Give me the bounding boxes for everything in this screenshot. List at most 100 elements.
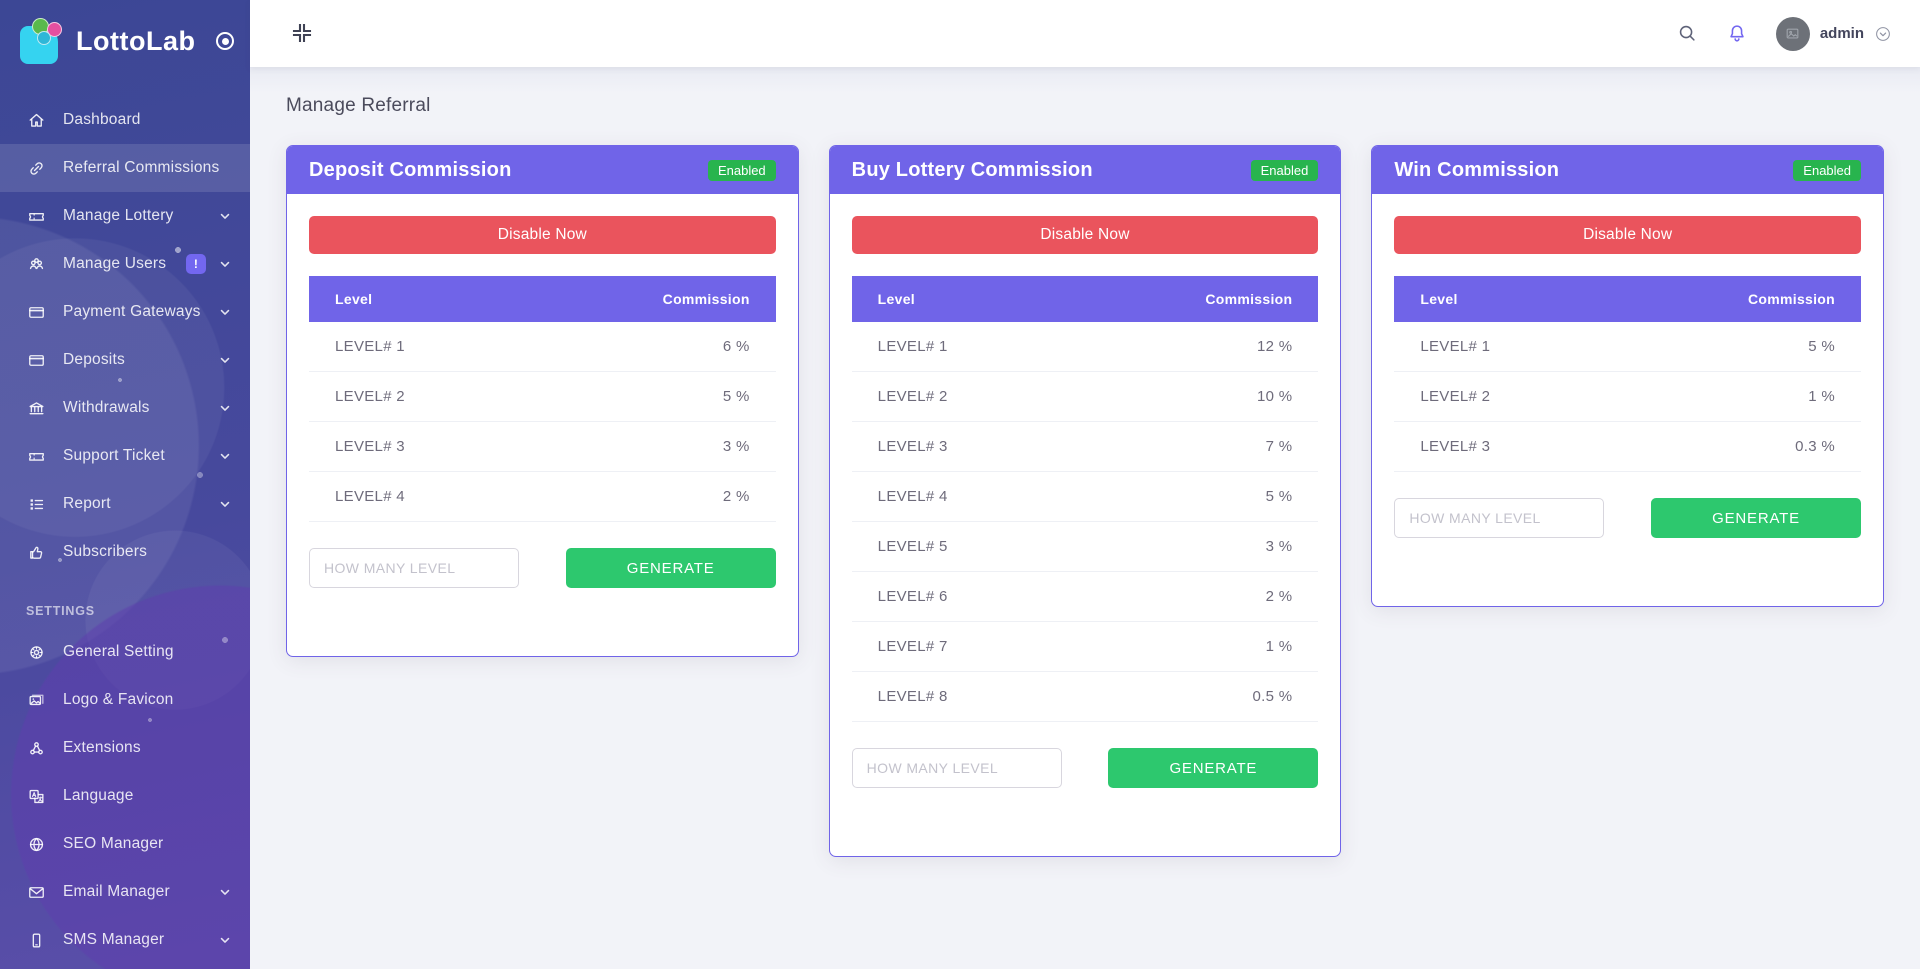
generate-button[interactable]: GENERATE xyxy=(1108,748,1319,788)
commission-cell: 10 % xyxy=(1069,371,1319,422)
chevron-down-icon xyxy=(218,401,232,415)
search-icon[interactable] xyxy=(1676,22,1700,46)
status-badge: Enabled xyxy=(1793,159,1862,181)
chevron-down-icon xyxy=(218,449,232,463)
sidebar-item-logo-favicon[interactable]: Logo & Favicon xyxy=(0,676,250,724)
table-row: LEVEL# 8 0.5 % xyxy=(851,671,1319,722)
chevron-down-icon xyxy=(218,257,232,271)
commission-cell: 1 % xyxy=(1069,621,1319,672)
generate-button[interactable]: GENERATE xyxy=(565,548,776,588)
level-cell: LEVEL# 1 xyxy=(851,322,1070,372)
brand: LottoLab xyxy=(0,0,250,78)
sidebar-item-subscribers[interactable]: Subscribers xyxy=(0,528,250,576)
sidebar-item-language[interactable]: Language xyxy=(0,772,250,820)
commission-cell: 5 % xyxy=(1069,471,1319,522)
commission-column-header: Commission xyxy=(527,276,776,322)
sidebar-item-referral-commissions[interactable]: Referral Commissions xyxy=(0,144,250,192)
level-column-header: Level xyxy=(1394,276,1613,322)
sidebar-item-deposits[interactable]: Deposits xyxy=(0,336,250,384)
username: admin xyxy=(1819,25,1864,42)
level-cell: LEVEL# 6 xyxy=(851,571,1070,622)
compress-icon[interactable] xyxy=(290,21,316,47)
sidebar-item-report[interactable]: Report xyxy=(0,480,250,528)
disable-now-button[interactable]: Disable Now xyxy=(851,216,1319,254)
card-title: Deposit Commission xyxy=(309,158,512,181)
page-title: Manage Referral xyxy=(286,95,431,116)
avatar xyxy=(1775,16,1810,51)
sidebar-item-payment-gateways[interactable]: Payment Gateways xyxy=(0,288,250,336)
user-menu[interactable]: admin xyxy=(1775,16,1892,51)
content: Manage Referral Deposit Commission Enabl… xyxy=(250,67,1920,969)
commission-cell: 2 % xyxy=(1069,571,1319,622)
sidebar-item-label: Extensions xyxy=(63,739,141,756)
commission-cell: 12 % xyxy=(1069,322,1319,372)
commission-column-header: Commission xyxy=(1069,276,1319,322)
how-many-level-input[interactable] xyxy=(1394,498,1605,538)
level-cell: LEVEL# 3 xyxy=(309,421,528,472)
sidebar-item-dashboard[interactable]: Dashboard xyxy=(0,96,250,144)
deposit-commission-card: Deposit Commission Enabled Disable Now L… xyxy=(286,145,799,657)
sidebar-item-extensions[interactable]: Extensions xyxy=(0,724,250,772)
main-column: admin Manage Referral Deposit Commission… xyxy=(250,0,1920,969)
credit-card-icon xyxy=(26,350,46,370)
how-many-level-input[interactable] xyxy=(309,548,519,588)
sidebar-item-label: General Setting xyxy=(63,643,174,660)
credit-card-icon xyxy=(26,302,46,322)
win-commission-card: Win Commission Enabled Disable Now Level… xyxy=(1371,145,1885,607)
sidebar-item-label: Referral Commissions xyxy=(63,159,220,176)
sidebar-item-withdrawals[interactable]: Withdrawals xyxy=(0,384,250,432)
level-cell: LEVEL# 3 xyxy=(1394,421,1613,472)
home-icon xyxy=(26,110,46,130)
commission-cell: 5 % xyxy=(1612,322,1862,372)
status-badge: Enabled xyxy=(1250,159,1319,181)
ticket-icon xyxy=(26,446,46,466)
card-title: Buy Lottery Commission xyxy=(851,158,1093,181)
sidebar-item-seo-manager[interactable]: SEO Manager xyxy=(0,820,250,868)
sidebar-item-label: Manage Lottery xyxy=(63,207,174,224)
sidebar-item-label: Report xyxy=(63,495,111,512)
sidebar-item-sms-manager[interactable]: SMS Manager xyxy=(0,916,250,964)
sidebar-section-label: SETTINGS xyxy=(26,604,95,618)
image-placeholder-icon xyxy=(1785,26,1800,41)
ticket-icon xyxy=(26,206,46,226)
chevron-down-circle-icon[interactable] xyxy=(1874,25,1892,43)
buy-lottery-commission-card: Buy Lottery Commission Enabled Disable N… xyxy=(828,145,1342,857)
generate-button[interactable]: GENERATE xyxy=(1651,498,1862,538)
how-many-level-input[interactable] xyxy=(851,748,1062,788)
chevron-down-icon xyxy=(218,885,232,899)
sidebar-item-email-manager[interactable]: Email Manager xyxy=(0,868,250,916)
disable-now-button[interactable]: Disable Now xyxy=(309,216,776,254)
link-icon xyxy=(26,158,46,178)
disable-now-button[interactable]: Disable Now xyxy=(1394,216,1862,254)
image-icon xyxy=(26,690,46,710)
sidebar-item-label: Support Ticket xyxy=(63,447,165,464)
table-row: LEVEL# 2 10 % xyxy=(851,371,1319,422)
commission-cell: 2 % xyxy=(527,471,776,522)
card-title: Win Commission xyxy=(1394,158,1560,181)
sidebar-item-manage-lottery[interactable]: Manage Lottery xyxy=(0,192,250,240)
circle-dot-icon[interactable] xyxy=(216,32,234,50)
sidebar-item-label: SEO Manager xyxy=(63,835,164,852)
level-cell: LEVEL# 3 xyxy=(851,421,1070,472)
sidebar-item-label: Withdrawals xyxy=(63,399,150,416)
sidebar-item-label: Email Manager xyxy=(63,883,170,900)
sidebar-item-manage-users[interactable]: Manage Users! xyxy=(0,240,250,288)
sidebar-item-general-setting[interactable]: General Setting xyxy=(0,628,250,676)
brand-name: LottoLab xyxy=(76,25,196,56)
users-icon xyxy=(26,254,46,274)
envelope-icon xyxy=(26,882,46,902)
bell-icon[interactable] xyxy=(1726,22,1750,46)
chevron-down-icon xyxy=(218,209,232,223)
chevron-down-icon xyxy=(218,305,232,319)
commission-cell: 1 % xyxy=(1612,371,1862,422)
sidebar-item-label: Subscribers xyxy=(63,543,148,560)
level-cell: LEVEL# 4 xyxy=(851,471,1070,522)
sidebar-item-support-ticket[interactable]: Support Ticket xyxy=(0,432,250,480)
